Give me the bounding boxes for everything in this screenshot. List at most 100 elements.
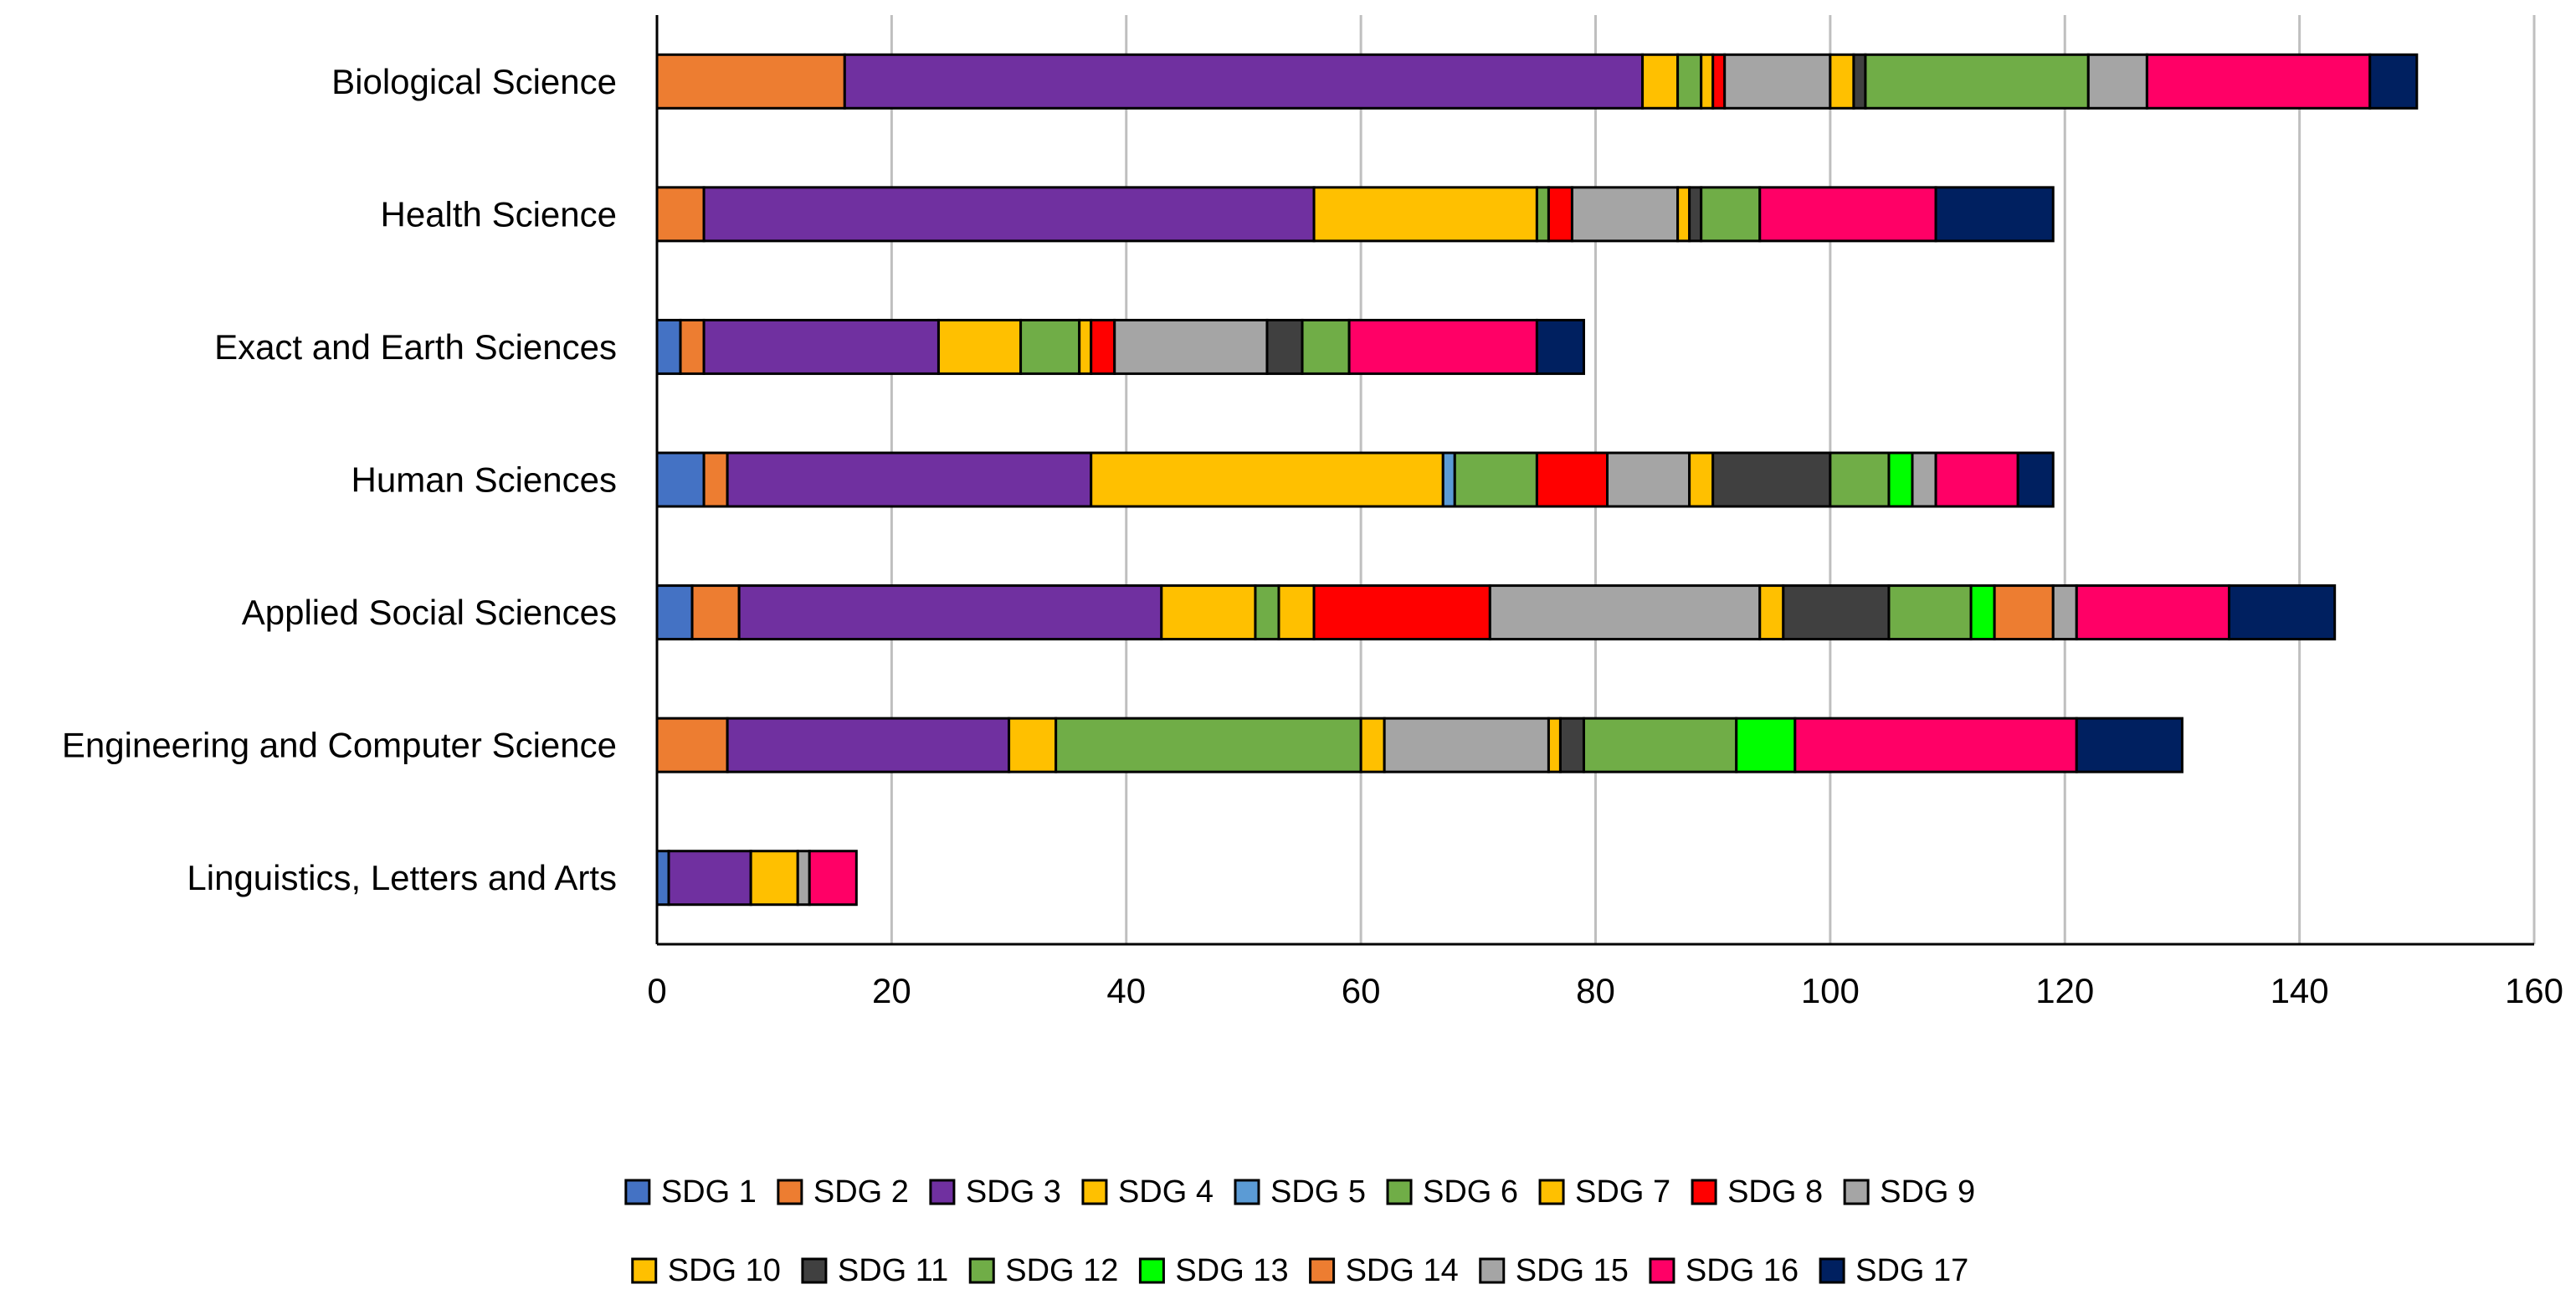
bar-segment (1676, 186, 1691, 243)
bar-segment (702, 186, 1316, 243)
bar-segment (2051, 584, 2078, 641)
legend-swatch (631, 1257, 658, 1284)
bar-segment (2145, 53, 2372, 110)
bar-segment (1547, 186, 1573, 243)
bar-segment (2368, 53, 2419, 110)
bar-segment (1582, 717, 1738, 773)
legend-swatch (1691, 1179, 1717, 1205)
bar-segment (1676, 53, 1703, 110)
bar-segment (1700, 53, 1715, 110)
bar-segment (1829, 53, 1855, 110)
bar-segment (1113, 318, 1269, 375)
bar-segment (1864, 53, 2090, 110)
legend-label: SDG 15 (1516, 1253, 1629, 1288)
x-tick-label: 0 (647, 971, 666, 1010)
legend-item: SDG 8 (1691, 1174, 1823, 1210)
bar-segment (737, 584, 1163, 641)
legend-swatch (1538, 1179, 1565, 1205)
legend-item: SDG 1 (624, 1174, 757, 1210)
bar-segment (1969, 584, 1996, 641)
legend-item: SDG 14 (1309, 1253, 1459, 1288)
x-tick-label: 120 (2035, 971, 2094, 1010)
bar-segment (749, 850, 799, 907)
legend-label: SDG 4 (1118, 1174, 1214, 1210)
bar-segment (1887, 451, 1914, 508)
bar-segment (1488, 584, 1762, 641)
legend-swatch (1386, 1179, 1413, 1205)
legend-label: SDG 5 (1270, 1174, 1366, 1210)
bar-segment (1758, 186, 1937, 243)
bar-segment (655, 717, 729, 773)
bar-segment (1993, 584, 2055, 641)
bar-segment (2016, 451, 2055, 508)
legend-label: SDG 2 (813, 1174, 909, 1210)
bar-segment (1453, 451, 1538, 508)
x-tick-label: 80 (1576, 971, 1615, 1010)
bar-segment (1019, 318, 1081, 375)
legend-swatch (1843, 1179, 1870, 1205)
bar-segment (1887, 584, 1973, 641)
bar-segment (1735, 717, 1797, 773)
bar-segment (655, 186, 706, 243)
category-label: Human Sciences (352, 460, 617, 500)
legend-label: SDG 1 (661, 1174, 757, 1210)
bar-segment (1723, 53, 1832, 110)
legend-item: SDG 11 (801, 1253, 948, 1288)
bar-segment (2086, 53, 2148, 110)
legend-item: SDG 10 (631, 1253, 781, 1288)
bar-segment (1711, 451, 1832, 508)
bar-segment (667, 850, 752, 907)
bar-segment (1008, 717, 1058, 773)
bar-segment (1078, 318, 1093, 375)
bar-segment (1547, 717, 1562, 773)
legend-swatch (929, 1179, 956, 1205)
legend-item: SDG 6 (1386, 1174, 1518, 1210)
legend-label: SDG 6 (1423, 1174, 1518, 1210)
legend-swatch (624, 1179, 651, 1205)
bar-segment (1090, 318, 1116, 375)
legend-label: SDG 7 (1575, 1174, 1670, 1210)
bar-segment (655, 53, 846, 110)
legend-swatch (1479, 1257, 1506, 1284)
category-label: Linguistics, Letters and Arts (187, 858, 617, 897)
bar-segment (2075, 717, 2183, 773)
bar-segment (1277, 584, 1316, 641)
bar-segment (1383, 717, 1550, 773)
legend-swatch (801, 1257, 828, 1284)
legend-label: SDG 12 (1005, 1253, 1118, 1288)
bar-segment (1606, 451, 1691, 508)
bar-segment (1934, 186, 2055, 243)
x-tick-label: 100 (1801, 971, 1860, 1010)
bar-segment (1641, 53, 1680, 110)
bar-segment (655, 451, 706, 508)
bar-segment (655, 584, 694, 641)
x-tick-label: 160 (2505, 971, 2563, 1010)
legend-label: SDG 13 (1175, 1253, 1288, 1288)
legend-swatch (777, 1179, 803, 1205)
category-label: Applied Social Sciences (242, 593, 617, 632)
category-label: Biological Science (331, 62, 617, 101)
bar-segment (1090, 451, 1445, 508)
bar-segment (936, 318, 1023, 375)
bar-segment (1254, 584, 1280, 641)
legend-swatch (1138, 1257, 1165, 1284)
bar-segment (1535, 451, 1609, 508)
category-label: Health Science (381, 194, 618, 234)
bar-segment (702, 318, 940, 375)
bar-segment (1688, 451, 1715, 508)
bar-segment (1711, 53, 1727, 110)
bar-segment (1829, 451, 1891, 508)
legend-label: SDG 8 (1727, 1174, 1823, 1210)
bar-segment (796, 850, 811, 907)
bar-segment (1758, 584, 1785, 641)
legend-item: SDG 17 (1819, 1253, 1968, 1288)
axes: Biological Science Health Science Exact an… (62, 15, 2563, 1010)
bar-segment (1782, 584, 1891, 641)
legend-item: SDG 13 (1138, 1253, 1289, 1288)
legend-item: SDG 2 (777, 1174, 909, 1210)
bar-segment (679, 318, 706, 375)
x-tick-label: 140 (2271, 971, 2329, 1010)
bar-segment (1911, 451, 1937, 508)
